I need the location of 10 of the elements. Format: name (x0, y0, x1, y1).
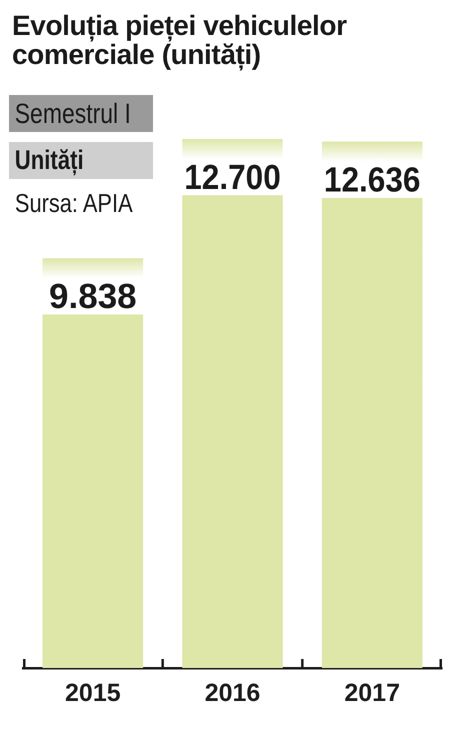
data-label: 12.700 (184, 158, 281, 198)
x-tick-label: 2015 (65, 678, 121, 707)
x-tick-label: 2017 (344, 678, 400, 707)
chart-subtitle: Semestrul I (14, 98, 131, 130)
chart-title: Evoluția pieței vehiculelor comerciale (unități) (12, 10, 348, 70)
x-tick-label: 2016 (204, 678, 260, 707)
y-axis-title: Unități (14, 145, 84, 176)
data-label: 12.636 (324, 161, 420, 200)
annotation: Sursa: APIA (14, 188, 133, 219)
data-label: 9.838 (49, 277, 137, 316)
